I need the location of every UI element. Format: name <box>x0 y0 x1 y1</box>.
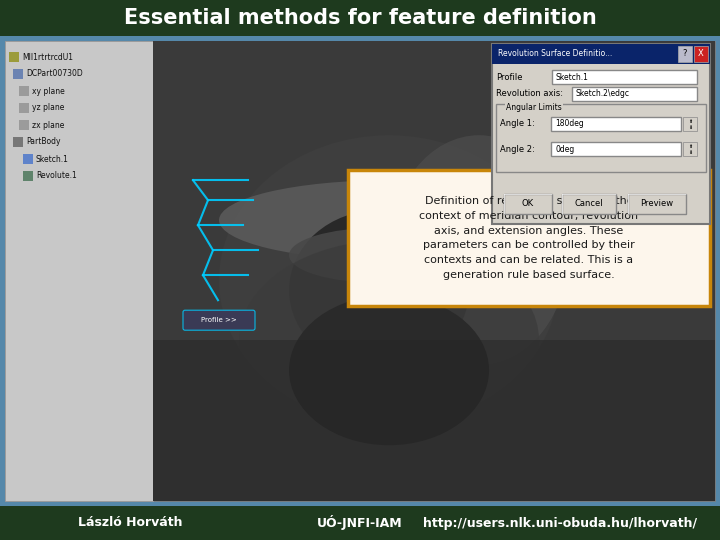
Text: Revolution axis:: Revolution axis: <box>496 90 563 98</box>
FancyBboxPatch shape <box>183 310 255 330</box>
Ellipse shape <box>289 295 489 445</box>
Bar <box>551 117 681 131</box>
Text: http://users.nlk.uni-obuda.hu/lhorvath/: http://users.nlk.uni-obuda.hu/lhorvath/ <box>423 516 697 530</box>
Text: Sketch.2\edgc: Sketch.2\edgc <box>576 90 630 98</box>
Text: Sketch.1: Sketch.1 <box>556 72 589 82</box>
Ellipse shape <box>219 135 559 425</box>
Bar <box>683 142 697 156</box>
Text: ⬆
⬇: ⬆ ⬇ <box>688 119 692 130</box>
Bar <box>683 117 697 131</box>
Text: ⬆
⬇: ⬆ ⬇ <box>688 144 692 154</box>
Text: Angular Limits: Angular Limits <box>506 104 562 112</box>
Bar <box>694 46 708 62</box>
Text: 180deg: 180deg <box>555 119 584 129</box>
Bar <box>496 104 706 172</box>
Text: László Horváth: László Horváth <box>78 516 182 530</box>
Text: Profile >>: Profile >> <box>201 317 237 323</box>
Bar <box>551 142 681 156</box>
Text: Angle: Angle <box>351 241 378 249</box>
Bar <box>492 44 710 224</box>
Text: yz plane: yz plane <box>32 104 64 112</box>
Bar <box>5 41 715 501</box>
Text: X: X <box>698 50 704 58</box>
Text: Angle: Angle <box>366 266 392 275</box>
Ellipse shape <box>289 210 469 370</box>
Bar <box>552 70 697 84</box>
Bar <box>348 170 710 306</box>
Bar <box>19 86 29 96</box>
Bar <box>0 36 720 506</box>
Text: Sketch.1: Sketch.1 <box>36 154 69 164</box>
Text: Profile: Profile <box>496 72 523 82</box>
Ellipse shape <box>389 135 569 365</box>
FancyBboxPatch shape <box>397 260 491 280</box>
Text: 180°: 180° <box>431 200 456 210</box>
Text: Definition of revolution surface in the
context of meridian contour, revolution
: Definition of revolution surface in the … <box>420 196 639 280</box>
Ellipse shape <box>219 180 559 260</box>
Text: UÓ-JNFI-IAM: UÓ-JNFI-IAM <box>318 516 402 530</box>
Bar <box>153 41 715 501</box>
Text: ?: ? <box>683 50 688 58</box>
Bar <box>628 194 686 214</box>
Text: MII1rtrtrcdU1: MII1rtrtrcdU1 <box>22 52 73 62</box>
Text: xy plane: xy plane <box>32 86 65 96</box>
Text: Revolution axis >>: Revolution axis >> <box>414 268 474 273</box>
Bar <box>562 194 616 214</box>
Bar <box>0 0 720 36</box>
Bar <box>504 194 552 214</box>
Bar <box>572 87 697 101</box>
Text: Angle 1:: Angle 1: <box>500 119 535 129</box>
Text: DCPart00730D: DCPart00730D <box>26 70 83 78</box>
Ellipse shape <box>289 228 469 283</box>
Bar <box>153 340 715 501</box>
Bar <box>5 41 153 501</box>
Bar <box>19 103 29 113</box>
Text: Angle 2:: Angle 2: <box>500 145 535 153</box>
Bar <box>13 69 23 79</box>
Text: Essential methods for feature definition: Essential methods for feature definition <box>124 8 596 28</box>
Bar <box>23 154 33 164</box>
Bar <box>0 506 720 540</box>
Text: 0deg: 0deg <box>555 145 575 153</box>
Text: Cancel: Cancel <box>575 199 603 208</box>
Text: Revolute.1: Revolute.1 <box>36 172 77 180</box>
Bar <box>9 52 19 62</box>
Bar <box>492 44 710 64</box>
Bar <box>19 120 29 130</box>
Bar <box>23 171 33 181</box>
Text: zx plane: zx plane <box>32 120 64 130</box>
Ellipse shape <box>239 240 539 440</box>
Circle shape <box>391 264 407 280</box>
Polygon shape <box>612 170 710 224</box>
Text: PartBody: PartBody <box>26 138 60 146</box>
Bar <box>678 46 692 62</box>
Text: Revolution Surface Definitio...: Revolution Surface Definitio... <box>498 50 612 58</box>
Text: Preview: Preview <box>640 199 674 208</box>
Bar <box>13 137 23 147</box>
Text: OK: OK <box>522 199 534 208</box>
